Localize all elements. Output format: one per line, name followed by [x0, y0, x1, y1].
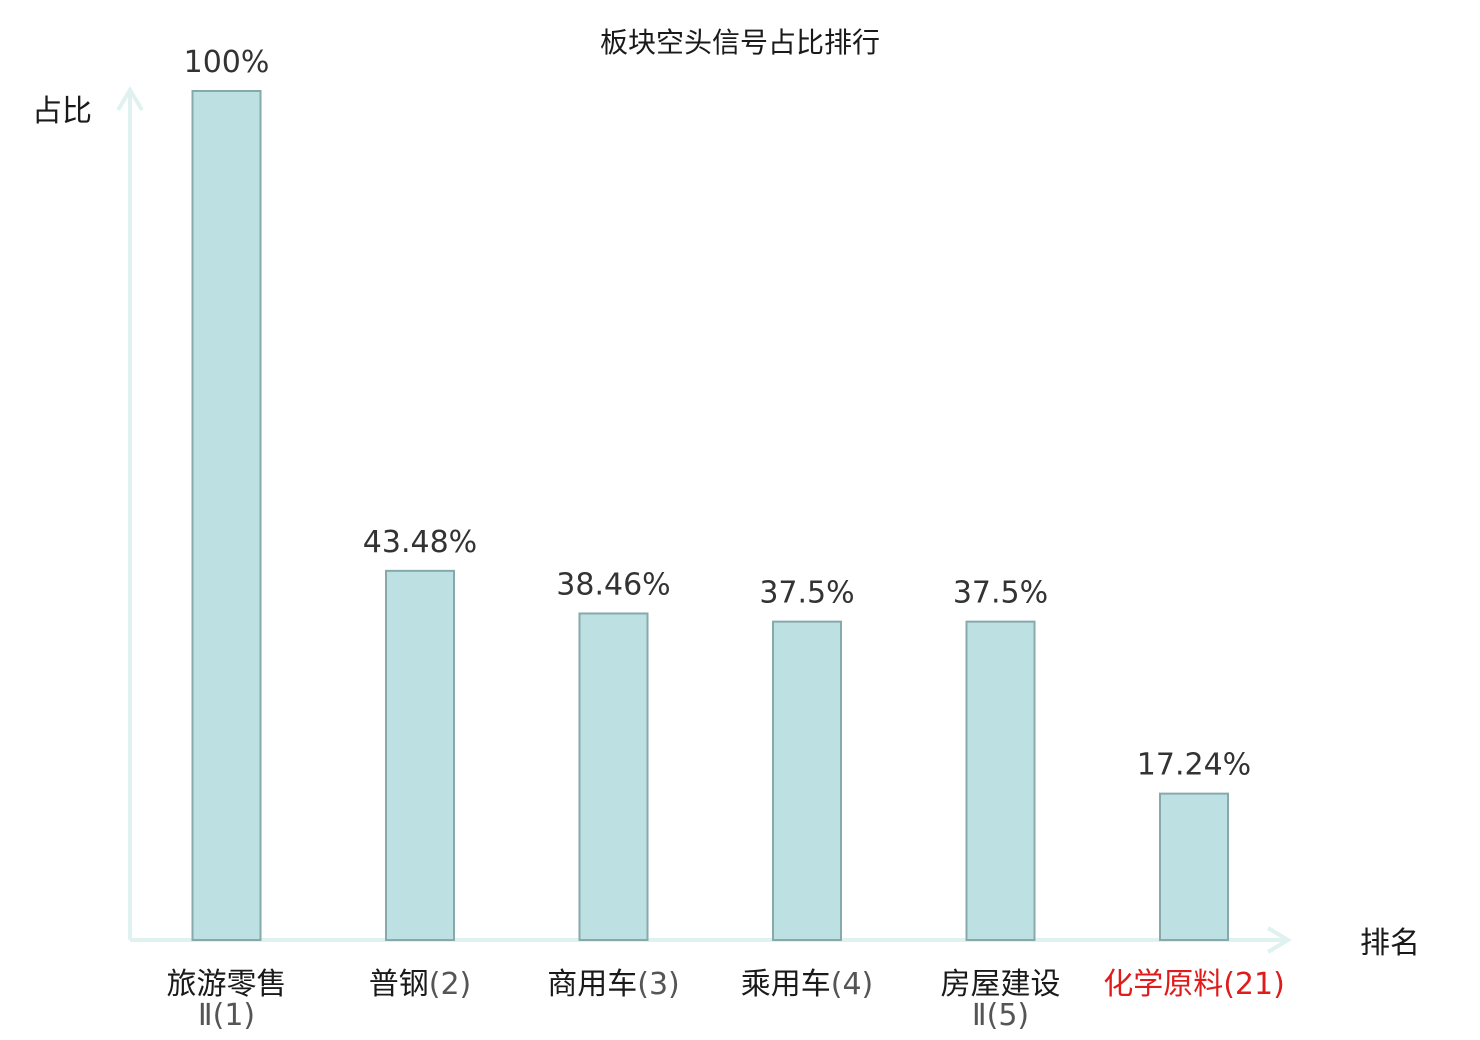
y-axis-arrow — [116, 86, 144, 112]
y-axis — [116, 86, 144, 940]
category-name-suffix: Ⅱ — [198, 998, 213, 1033]
bar-6 — [1159, 792, 1229, 941]
chart-title: 板块空头信号占比排行 — [600, 26, 880, 59]
category-rank: (1) — [213, 998, 256, 1033]
svg-text:房屋建设: 房屋建设 — [941, 967, 1061, 1002]
value-label-1: 100% — [184, 45, 270, 80]
category-rank: (21) — [1223, 967, 1285, 1002]
category-name: 房屋建设 — [941, 967, 1061, 1002]
category-name: 商用车 — [547, 967, 637, 1002]
category-name: 旅游零售 — [167, 967, 287, 1002]
x-axis — [130, 926, 1292, 954]
category-rank: (3) — [637, 967, 680, 1002]
bars-group — [191, 90, 1229, 941]
category-name-suffix: Ⅱ — [972, 998, 987, 1033]
value-label-3: 38.46% — [556, 567, 670, 602]
value-labels-group: 100% 43.48% 38.46% 37.5% 37.5% 17.24% — [184, 45, 1252, 783]
svg-text:旅游零售: 旅游零售 — [167, 967, 287, 1002]
x-axis-label: 排名 — [1360, 926, 1420, 961]
value-label-2: 43.48% — [363, 525, 477, 560]
value-label-6: 17.24% — [1137, 748, 1251, 783]
bar-1 — [191, 90, 262, 941]
category-rank: (4) — [831, 967, 874, 1002]
category-label-6: 化学原料(21) — [1103, 967, 1285, 1002]
category-rank: (2) — [429, 967, 472, 1002]
category-label-3: 商用车(3) — [547, 967, 680, 1002]
svg-text:乘用车(4): 乘用车(4) — [741, 967, 874, 1002]
category-name: 化学原料 — [1103, 967, 1223, 1002]
svg-text:普钢(2): 普钢(2) — [369, 967, 472, 1002]
value-label-5: 37.5% — [953, 576, 1048, 611]
bar-2 — [385, 569, 455, 941]
value-label-4: 37.5% — [759, 576, 854, 611]
category-name: 普钢 — [369, 967, 429, 1002]
category-label-4: 乘用车(4) — [741, 967, 874, 1002]
category-name: 乘用车 — [741, 967, 831, 1002]
y-axis-label: 占比 — [32, 94, 92, 129]
bar-5 — [965, 620, 1036, 941]
bar-4 — [772, 620, 842, 941]
svg-text:化学原料(21): 化学原料(21) — [1103, 967, 1285, 1002]
category-label-2: 普钢(2) — [369, 967, 472, 1002]
category-rank: (5) — [987, 998, 1030, 1033]
bar-3 — [578, 612, 649, 941]
x-axis-arrow — [1266, 926, 1292, 954]
svg-text:商用车(3): 商用车(3) — [547, 967, 680, 1002]
svg-text:Ⅱ(5): Ⅱ(5) — [972, 998, 1029, 1033]
svg-text:Ⅱ(1): Ⅱ(1) — [198, 998, 255, 1033]
